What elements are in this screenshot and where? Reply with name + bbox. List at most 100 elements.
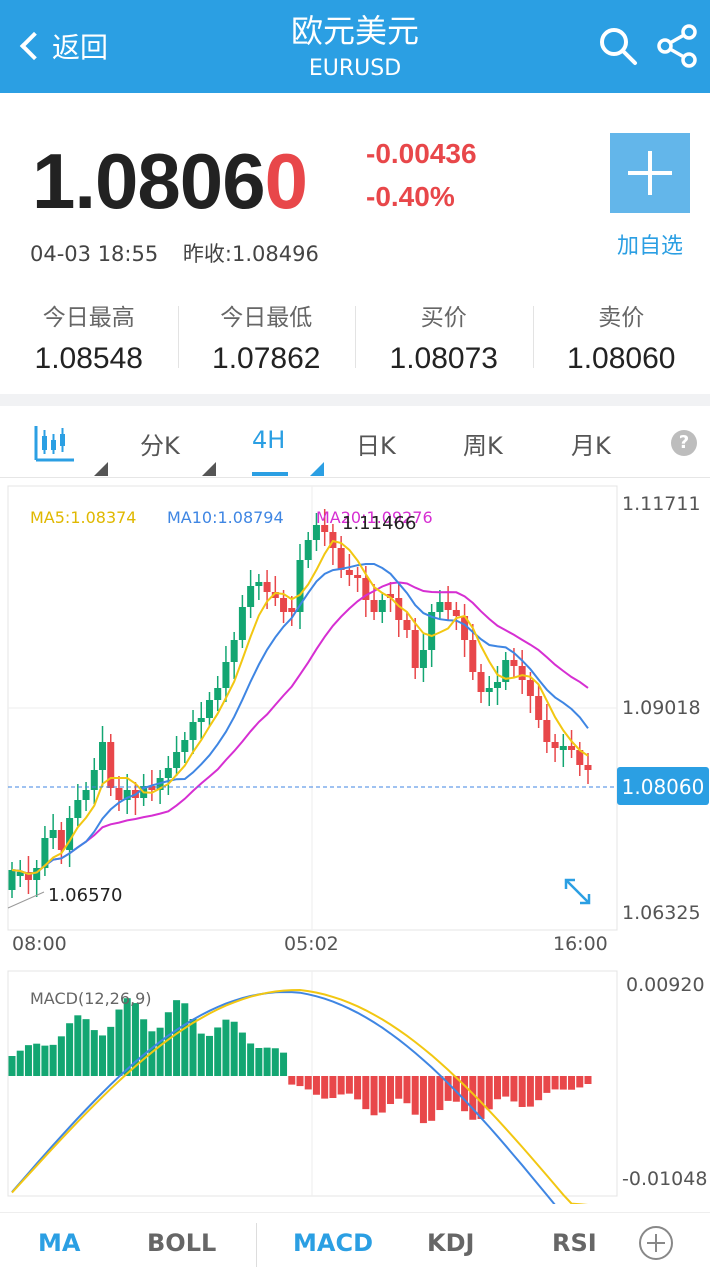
tab-week[interactable]: 周K (463, 432, 503, 460)
macd-bar (387, 1076, 395, 1105)
macd-bar (33, 1043, 41, 1076)
tab-separator (256, 1223, 257, 1267)
candle (33, 868, 41, 880)
macd-y-top: 0.00920 (626, 974, 705, 996)
candle (74, 800, 82, 818)
candle (197, 718, 205, 722)
ma10-legend: MA10:1.08794 (167, 508, 284, 527)
add-watchlist-label[interactable]: 加自选 (616, 234, 683, 259)
macd-bar (461, 1076, 469, 1112)
ma20-legend: MA20:1.09276 (316, 508, 433, 527)
candle (428, 612, 436, 650)
candle (288, 608, 296, 612)
stat-label: 买价 (420, 305, 467, 331)
tab-minute[interactable]: 分K (140, 432, 180, 460)
candle (337, 548, 345, 570)
help-icon[interactable]: ? (671, 430, 697, 456)
macd-bar (477, 1076, 485, 1119)
stat-label: 今日最高 (42, 305, 135, 331)
stat-bid: 买价 1.08073 (355, 296, 533, 380)
macd-bar (49, 1044, 57, 1076)
candle (395, 598, 403, 620)
macd-y-bottom: -0.01048 (622, 1168, 707, 1190)
macd-bar (131, 1003, 139, 1076)
macd-bar (469, 1076, 477, 1120)
active-tab-underline (252, 472, 288, 476)
price-main: 1.0806 (32, 137, 266, 225)
macd-bar (485, 1076, 493, 1110)
macd-bar (280, 1052, 288, 1076)
macd-bar (82, 1019, 90, 1076)
candle (345, 570, 353, 575)
stat-label: 卖价 (598, 305, 645, 331)
candle (123, 790, 131, 800)
tab-boll[interactable]: BOLL (147, 1229, 217, 1257)
macd-bar (535, 1076, 543, 1101)
macd-bar (296, 1076, 304, 1087)
macd-bar (543, 1076, 551, 1093)
stat-label: 今日最低 (220, 305, 313, 331)
macd-bar (107, 1026, 115, 1076)
macd-bar (362, 1076, 370, 1110)
tab-macd[interactable]: MACD (293, 1229, 373, 1257)
stat-value: 1.08548 (34, 342, 143, 375)
tab-kdj[interactable]: KDJ (427, 1229, 475, 1257)
candle (263, 582, 271, 592)
back-button[interactable]: 返回 (18, 24, 108, 68)
macd-bar (288, 1076, 296, 1085)
tab-rsi[interactable]: RSI (552, 1229, 597, 1257)
macd-bar (99, 1035, 107, 1076)
add-watchlist-button[interactable] (610, 133, 690, 213)
price-last-digit: 0 (264, 137, 308, 225)
tab-day[interactable]: 日K (356, 432, 396, 460)
macd-bar (444, 1076, 452, 1101)
candle (518, 666, 526, 680)
quote-meta: 04-03 18:55 昨收:1.08496 (30, 238, 337, 268)
macd-bar (189, 1019, 197, 1076)
macd-bar (436, 1076, 444, 1111)
candle (148, 786, 156, 790)
x-label-end: 16:00 (553, 933, 608, 955)
share-icon[interactable] (656, 24, 698, 68)
stat-value: 1.08060 (567, 342, 676, 375)
stat-value: 1.07862 (212, 342, 321, 375)
candle (370, 600, 378, 612)
macd-bar (181, 1003, 189, 1076)
macd-bar (428, 1076, 436, 1121)
candle (378, 600, 386, 612)
ma10-line (11, 563, 589, 876)
tab-4h[interactable]: 4H (252, 426, 286, 454)
tab-ma[interactable]: MA (38, 1229, 81, 1257)
candle (164, 768, 172, 778)
stat-high: 今日最高 1.08548 (0, 296, 178, 380)
kline-chart[interactable]: MA5:1.08374 MA10:1.08794 MA20:1.09276 1.… (0, 478, 710, 968)
macd-bar (419, 1076, 427, 1124)
candle (173, 752, 181, 768)
macd-bar (271, 1048, 279, 1076)
macd-chart[interactable]: MACD(12,26,9) 0.00920 -0.01048 (0, 968, 710, 1204)
candle (493, 682, 501, 688)
macd-bar (411, 1076, 419, 1115)
macd-bar (329, 1076, 337, 1099)
macd-bar (164, 1012, 172, 1076)
macd-dif-line (11, 990, 556, 1204)
candlestick-icon[interactable] (34, 424, 74, 462)
candle (362, 578, 370, 600)
tab-month[interactable]: 月K (571, 432, 611, 460)
candle (107, 742, 115, 788)
search-icon[interactable] (598, 26, 638, 66)
candle (436, 602, 444, 612)
macd-bar (493, 1076, 501, 1100)
y-label-mid: 1.09018 (622, 697, 701, 719)
macd-bar (74, 1015, 82, 1076)
x-label-start: 08:00 (12, 933, 67, 955)
dropdown-indicator (310, 462, 324, 476)
candle (444, 602, 452, 610)
y-label-top: 1.11711 (622, 493, 701, 515)
candle (321, 525, 329, 532)
macd-bar (304, 1076, 312, 1090)
x-label-mid: 05:02 (284, 933, 339, 955)
expand-icon[interactable] (564, 878, 591, 905)
macd-bar (568, 1076, 576, 1090)
add-circle-icon[interactable] (638, 1225, 674, 1261)
